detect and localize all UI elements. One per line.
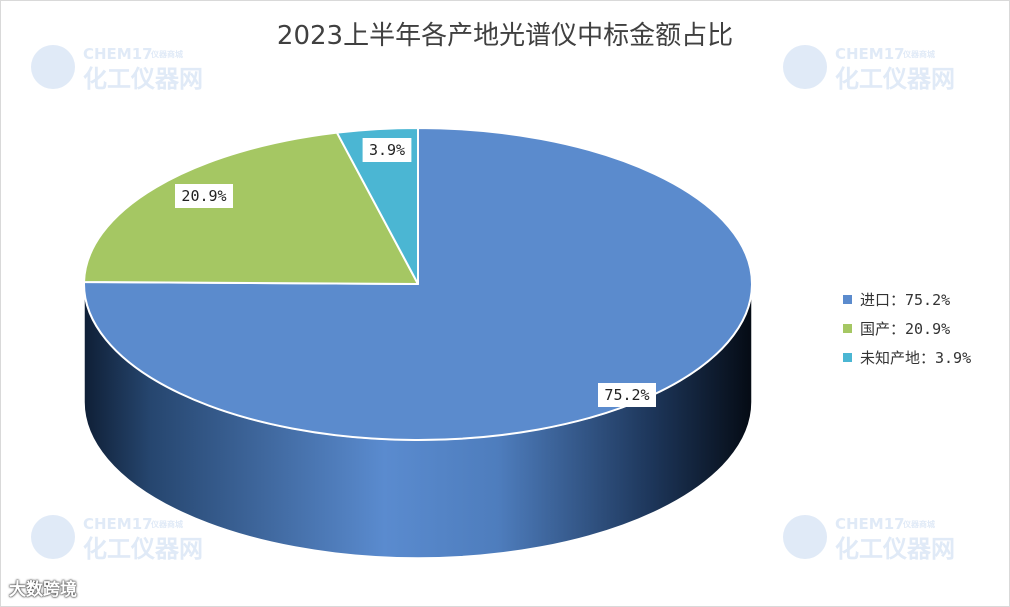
watermark-brand: CHEM17 [835,45,905,63]
watermark-logo-icon [31,45,75,89]
watermark-brand: CHEM17 [835,515,905,533]
legend-label-unknown: 未知产地：3.9% [860,349,972,367]
legend-swatch-imported [843,295,852,304]
watermark-brand: CHEM17 [83,45,153,63]
legend-item-imported: 进口：75.2% [843,285,971,314]
legend-item-unknown: 未知产地：3.9% [843,343,971,372]
pie-slice-domestic [83,131,419,285]
data-label-imported: 75.2% [598,383,656,407]
data-label-box-domestic [175,184,233,208]
watermark-tagline: 仪器商城 [902,519,935,529]
chart-title: 2023上半年各产地光谱仪中标金额占比 [276,21,734,51]
data-label-text-domestic: 20.9% [181,187,226,205]
data-label-text-imported: 75.2% [604,386,649,404]
watermark-tagline: 仪器商城 [150,519,183,529]
watermark-tagline: 仪器商城 [902,49,935,59]
watermark-logo-icon [783,45,827,89]
watermark-tagline: 仪器商城 [150,49,183,59]
watermark-name: 化工仪器网 [83,535,203,563]
footer-watermark: 大数跨境 [9,580,77,600]
legend-swatch-domestic [843,324,852,333]
watermark-name: 化工仪器网 [835,535,955,563]
legend: 进口：75.2% 国产：20.9% 未知产地：3.9% [843,285,971,372]
legend-label-imported: 进口：75.2% [860,291,951,309]
data-label-domestic: 20.9% [175,184,233,208]
data-label-unknown: 3.9% [362,138,412,162]
data-label-text-unknown: 3.9% [369,141,405,159]
watermark-name: 化工仪器网 [83,65,203,93]
watermark-logo-icon [783,515,827,559]
data-label-box-imported [598,383,656,407]
pie-slice-unknown [335,127,419,285]
data-label-box-unknown [362,138,412,162]
legend-item-domestic: 国产：20.9% [843,314,971,343]
legend-swatch-unknown [843,353,852,362]
watermark-name: 化工仪器网 [835,65,955,93]
watermark-brand: CHEM17 [83,515,153,533]
data-labels: 75.2% 20.9% 3.9% [175,138,656,407]
pie-group [83,127,753,559]
watermark-logo-icon [31,515,75,559]
legend-label-domestic: 国产：20.9% [860,320,951,338]
